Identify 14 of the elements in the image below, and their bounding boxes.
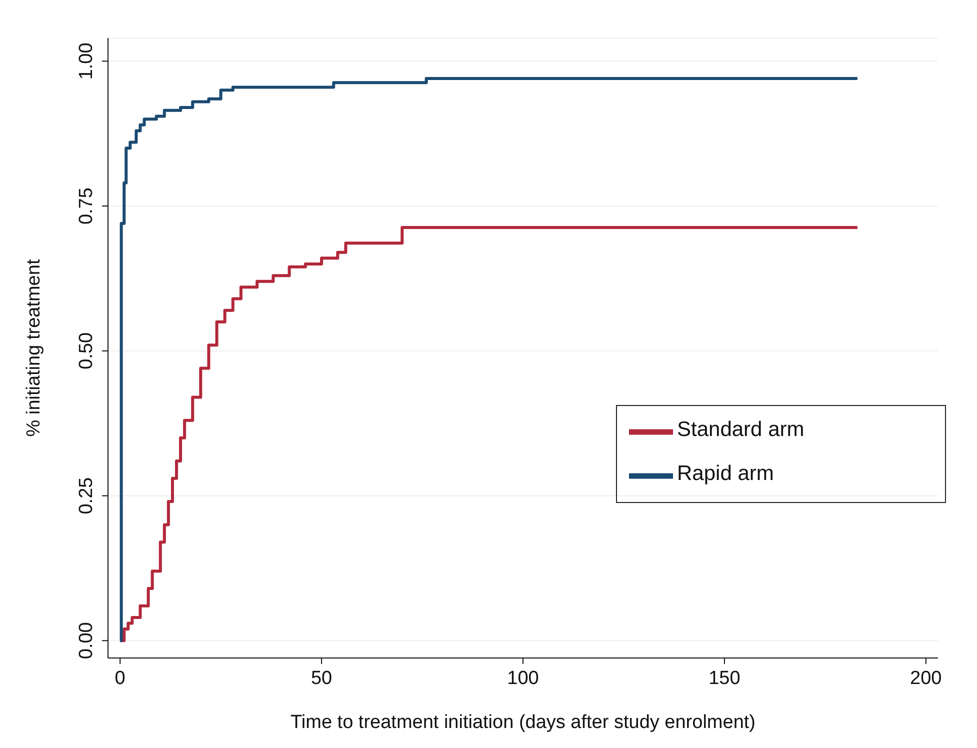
- x-tick-label: 200: [910, 668, 942, 689]
- y-tick-label: 0.75: [76, 188, 97, 225]
- y-tick-label: 0.00: [76, 622, 97, 660]
- legend-label: Standard arm: [677, 418, 804, 442]
- x-tick-label: 100: [507, 668, 539, 689]
- x-tick-label: 150: [708, 668, 740, 689]
- legend-label: Rapid arm: [677, 462, 774, 486]
- y-tick-label: 0.50: [76, 332, 97, 370]
- y-tick-label: 0.25: [76, 477, 97, 514]
- y-axis-title: % initiating treatment: [24, 258, 45, 437]
- x-axis-title: Time to treatment initiation (days after study enrolment): [290, 712, 756, 733]
- x-tick-label: 0: [114, 668, 126, 689]
- y-tick-label: 1.00: [76, 42, 97, 80]
- x-tick-label: 50: [310, 668, 332, 689]
